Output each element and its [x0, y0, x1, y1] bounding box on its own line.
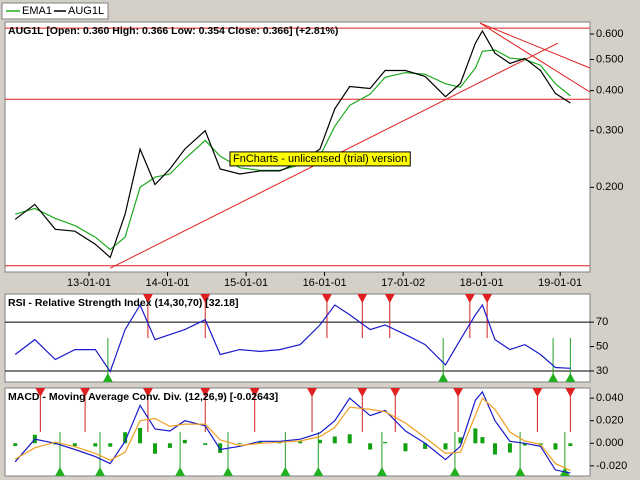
- buy-signal: [376, 467, 387, 476]
- y-tick-label: 0.020: [596, 415, 624, 427]
- histogram-bar: [507, 443, 512, 453]
- histogram-bar: [277, 442, 282, 444]
- sell-signal: [142, 388, 153, 397]
- histogram-bar: [473, 428, 478, 444]
- histogram-bar: [568, 443, 573, 446]
- x-tick-label: 18-01-01: [460, 277, 504, 289]
- histogram-bar: [423, 443, 428, 449]
- y-tick-label: 0.400: [596, 85, 624, 97]
- sell-signal: [80, 388, 91, 397]
- y-tick-label: 70: [596, 316, 608, 328]
- histogram-bar: [167, 443, 172, 448]
- buy-signal: [280, 467, 291, 476]
- x-tick-label: 17-01-02: [381, 277, 425, 289]
- sell-signal: [357, 294, 368, 303]
- histogram-bar: [403, 443, 408, 452]
- buy-signal: [54, 467, 65, 476]
- sell-signal: [532, 388, 543, 397]
- x-tick-label: 19-01-01: [538, 277, 582, 289]
- histogram-bar: [258, 441, 263, 444]
- sell-signal: [142, 294, 153, 303]
- histogram-bar: [237, 443, 242, 445]
- trend-line: [479, 22, 590, 93]
- histogram-bar: [72, 443, 77, 447]
- buy-signal: [223, 467, 234, 476]
- panel-title: AUG1L [Open: 0.360 High: 0.366 Low: 0.35…: [8, 25, 338, 37]
- sell-signal: [249, 388, 260, 397]
- sell-signal: [357, 388, 368, 397]
- histogram-bar: [480, 437, 485, 444]
- histogram-bar: [458, 437, 463, 444]
- watermark: FnCharts - unlicensed (trial) version: [233, 153, 407, 165]
- sell-signal: [390, 388, 401, 397]
- histogram-bar: [317, 439, 322, 444]
- x-tick-label: 14-01-01: [146, 277, 190, 289]
- histogram-bar: [347, 434, 352, 444]
- buy-signal: [175, 467, 186, 476]
- histogram-bar: [152, 443, 157, 454]
- buy-signal: [313, 467, 324, 476]
- y-tick-label: -0.020: [596, 460, 627, 472]
- buy-signal: [95, 467, 106, 476]
- sell-signal: [482, 294, 493, 303]
- series-line: [14, 397, 571, 471]
- histogram-bar: [182, 439, 187, 444]
- series-line: [14, 390, 571, 474]
- sell-signal: [35, 388, 46, 397]
- y-tick-label: 0.000: [596, 437, 624, 449]
- histogram-bar: [123, 432, 128, 444]
- y-tick-label: 30: [596, 365, 608, 377]
- histogram-bar: [443, 443, 448, 450]
- y-tick-label: 0.300: [596, 125, 624, 137]
- watermark-box: [229, 151, 411, 167]
- plot-layer: [5, 294, 590, 382]
- y-tick-label: 0.600: [596, 28, 624, 40]
- histogram-bar: [332, 436, 337, 444]
- plot-layer: [13, 388, 576, 476]
- x-tick-label: 15-01-01: [224, 277, 268, 289]
- panel-title: MACD - Moving Average Conv. Div. (12,26,…: [8, 391, 278, 403]
- histogram-bar: [108, 443, 113, 447]
- histogram-bar: [138, 427, 143, 444]
- y-tick-label: 0.040: [596, 392, 624, 404]
- buy-signal: [102, 373, 113, 382]
- histogram-bar: [383, 442, 388, 444]
- histogram-bar: [492, 443, 497, 455]
- sell-signal: [453, 388, 464, 397]
- legend-label: AUG1L: [68, 5, 104, 17]
- buy-signal: [515, 467, 526, 476]
- trend-line: [479, 22, 590, 69]
- sell-signal: [384, 294, 395, 303]
- buy-signal: [438, 373, 449, 382]
- histogram-bar: [93, 443, 98, 447]
- histogram-bar: [218, 443, 223, 453]
- y-tick-label: 0.200: [596, 181, 624, 193]
- panel-title: RSI - Relative Strength Index (14,30,70)…: [8, 297, 239, 309]
- histogram-bar: [368, 443, 373, 450]
- y-tick-label: 50: [596, 340, 608, 352]
- sell-signal: [565, 388, 576, 397]
- histogram-bar: [298, 441, 303, 444]
- plot-area: [4, 387, 591, 477]
- x-tick-label: 13-01-01: [67, 277, 111, 289]
- buy-signal: [548, 373, 559, 382]
- sell-signal: [321, 294, 332, 303]
- histogram-bar: [13, 443, 18, 446]
- sell-signal: [307, 388, 318, 397]
- sell-signal: [200, 388, 211, 397]
- x-tick-label: 16-01-01: [303, 277, 347, 289]
- sell-signal: [464, 294, 475, 303]
- y-tick-label: 0.500: [596, 53, 624, 65]
- legend-label: EMA1: [22, 5, 52, 17]
- plot-area: [4, 21, 591, 273]
- plot-area: [4, 293, 591, 383]
- sell-signal: [200, 294, 211, 303]
- series-line: [14, 303, 571, 373]
- buy-signal: [449, 467, 460, 476]
- buy-signal: [565, 373, 576, 382]
- histogram-bar: [522, 443, 527, 446]
- histogram-bar: [203, 443, 208, 445]
- histogram-bar: [553, 443, 558, 450]
